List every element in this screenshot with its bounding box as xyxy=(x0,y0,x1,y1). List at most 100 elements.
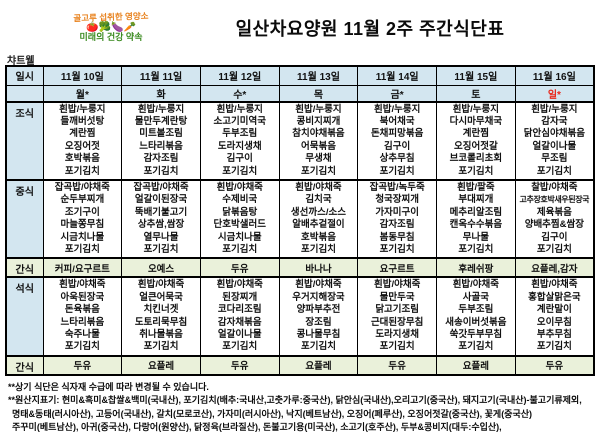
snack-cell-2-1: 오예스 xyxy=(121,257,201,278)
menu-item: 포기김치 xyxy=(458,341,494,353)
menu-cell-0-2: 흰밥/누룽지 소고기미역국 두부조림 도라지생채 김구이 포기김치 xyxy=(199,100,280,181)
menu-item: 부추무침 xyxy=(536,329,572,340)
menu-item: 조기구이 xyxy=(64,206,100,218)
menu-item: 감자조림 xyxy=(143,153,179,165)
menu-item: 흰밥/팥죽 xyxy=(457,181,495,193)
menu-item: 흰밥/누룽지 xyxy=(216,103,263,115)
menu-cell-3-0: 흰밥/야채죽 아욱된장국 돈육볶음 느타리볶음 숙주나물 포기김치 xyxy=(42,276,123,357)
menu-item: 흰밥/야채죽 xyxy=(452,279,500,291)
footnote-change-notice: **상기 식단은 식자재 수급에 따라 변경될 수 있습니다. xyxy=(8,381,209,392)
menu-cell-1-6: 찰밥/야채죽 고추장호박새우된장국 제육볶음 양배추찜&쌈장 김구이 포기김치 xyxy=(514,178,595,259)
menu-item: 뚝배기불고기 xyxy=(134,206,188,218)
date-header-5: 11월 15일 xyxy=(436,65,516,86)
logo-slogan-bottom: 미래의 건강 약속 xyxy=(79,32,143,43)
menu-item: 어묵볶음 xyxy=(300,140,336,152)
menu-cell-0-4: 흰밥/누룽지 북어채국 돈채피망볶음 김구이 상추무침 포기김치 xyxy=(357,100,438,181)
menu-item: 메추리알조림 xyxy=(449,206,503,218)
menu-item: 감자조림 xyxy=(379,219,415,231)
menu-item: 두부조림 xyxy=(458,304,494,316)
menu-item: 포기김치 xyxy=(143,243,179,255)
menu-cell-3-2: 흰밥/야채죽 된장찌개 코다리조림 감자채볶음 얼갈이나물 포기김치 xyxy=(199,276,280,357)
day-header-5: 토 xyxy=(436,84,516,102)
menu-item: 양배추찜&쌈장 xyxy=(524,219,585,231)
day-header-0: 월* xyxy=(42,84,123,102)
day-header-2: 수* xyxy=(199,84,280,102)
menu-item: 포기김치 xyxy=(143,341,179,353)
menu-item: 얼큰어묵국 xyxy=(139,291,183,303)
footnote-origin-2: 명태&동태(러시아산), 고등어(국내산), 갈치(모로코산), 가자미(러시아… xyxy=(12,408,533,419)
menu-item: 제육볶음 xyxy=(536,206,572,218)
menu-cell-0-3: 흰밥/누룽지 콩비지찌개 참치야채볶음 어묵볶음 무생채 포기김치 xyxy=(278,100,359,181)
brand-label: 챠트웰 xyxy=(7,56,35,67)
menu-item: 감자국 xyxy=(541,115,568,127)
snack-cell-2-4: 요구르트 xyxy=(357,257,438,278)
footnotes: **상기 식단은 식자재 수급에 따라 변경될 수 있습니다. **원산지표기:… xyxy=(0,376,600,435)
snack-cell-4-5: 요플레 xyxy=(436,354,516,376)
menu-item: 포기김치 xyxy=(536,243,572,255)
snack-cell-4-4: 두유 xyxy=(357,354,438,376)
snack-cell-4-3: 요플레 xyxy=(278,354,359,376)
section-row-간식-4: 간식 두유 요플레 두유 요플레 두유 요플레 두유 xyxy=(5,354,595,376)
menu-item: 흰밥/야채죽 xyxy=(373,279,421,291)
menu-item: 돈채피망볶음 xyxy=(370,128,424,140)
menu-item: 포기김치 xyxy=(536,165,572,177)
footnote-origin-1: **원산지표기: 현미&흑미&찹쌀&백미(국내산), 포기김치(배추:국내산,고… xyxy=(8,395,582,406)
menu-item: 생선까스/소스 xyxy=(290,206,346,218)
menu-item: 북어채국 xyxy=(379,115,415,127)
menu-cell-0-6: 흰밥/누룽지 감자국 닭안심야채볶음 얼갈이나물 무조림 포기김치 xyxy=(514,100,595,181)
menu-item: 포기김치 xyxy=(64,243,100,255)
section-label-4: 간식 xyxy=(5,354,44,376)
menu-item: 물만두계란탕 xyxy=(134,115,188,127)
menu-item: 아욱된장국 xyxy=(60,291,105,303)
menu-item: 우거지해장국 xyxy=(292,291,345,303)
menu-item: 물만두국 xyxy=(379,291,415,303)
menu-item: 다시마무채국 xyxy=(449,115,503,127)
menu-item: 근대된장무침 xyxy=(370,316,424,328)
menu-cell-1-2: 흰밥/야채죽 수제비국 닭볶음탕 단호박샐러드 시금치나물 포기김치 xyxy=(199,178,280,259)
menu-item: 닭볶음탕 xyxy=(222,206,258,218)
menu-cell-0-0: 흰밥/누룽지 들깨버섯탕 계란찜 오징어젓 호박볶음 포기김치 xyxy=(42,100,123,181)
menu-item: 포기김치 xyxy=(300,341,336,353)
menu-cell-1-3: 흰밥/야채죽 김치국 생선까스/소스 알배추겉절이 호박볶음 포기김치 xyxy=(278,178,359,259)
menu-item: 열무나물 xyxy=(143,231,179,243)
menu-item: 콩나물무침 xyxy=(296,329,341,340)
menu-item: 포기김치 xyxy=(379,165,415,177)
menu-item: 상추무침 xyxy=(379,153,415,165)
menu-item: 오징어젓 xyxy=(64,140,100,152)
menu-item: 호박볶음 xyxy=(300,231,336,243)
menu-item: 사골국 xyxy=(462,291,489,303)
menu-item: 흰밥/야채죽 xyxy=(137,279,185,291)
menu-item: 얼갈이나물 xyxy=(532,140,577,152)
menu-item: 두부조림 xyxy=(222,128,258,140)
menu-item: 홍합살맑은국 xyxy=(528,291,581,303)
snack-cell-2-6: 요플레,감자 xyxy=(514,257,595,278)
menu-item: 흰밥/누룽지 xyxy=(373,103,421,115)
menu-item: 시금치나물 xyxy=(60,231,105,243)
menu-item: 느타리볶음 xyxy=(139,140,183,152)
corner-empty xyxy=(5,84,44,102)
menu-item: 들깨버섯탕 xyxy=(60,115,105,127)
menu-cell-0-5: 흰밥/누룽지 다시마무채국 계란찜 오징어젓갈 브코롤리초회 포기김치 xyxy=(436,100,516,181)
section-row-석식-3: 석식 흰밥/야채죽 아욱된장국 돈육볶음 느타리볶음 숙주나물 포기김치 흰밥/야채죽 얼큰어묵… xyxy=(5,276,595,357)
section-label-0: 조식 xyxy=(5,100,44,181)
menu-item: 청국장찌개 xyxy=(375,194,420,206)
section-label-3: 석식 xyxy=(5,276,44,357)
menu-item: 흰밥/누룽지 xyxy=(295,103,342,115)
menu-cell-0-1: 흰밥/누룽지 물만두계란탕 미트볼조림 느타리볶음 감자조림 포기김치 xyxy=(121,100,201,181)
menu-item: 김구이 xyxy=(384,140,411,152)
menu-item: 돈육볶음 xyxy=(64,304,100,316)
menu-item: 순두부찌개 xyxy=(60,194,105,206)
snack-cell-2-5: 후레쉬팡 xyxy=(436,257,516,278)
day-header-6: 일* xyxy=(514,84,595,102)
menu-item: 계란찜 xyxy=(69,128,96,140)
menu-item: 포기김치 xyxy=(300,165,336,177)
menu-item: 상추쌈,쌈장 xyxy=(137,219,185,231)
menu-item: 포기김치 xyxy=(222,341,258,353)
menu-item: 포기김치 xyxy=(458,165,494,177)
menu-item: 양파부추전 xyxy=(296,304,341,316)
menu-item: 취나물볶음 xyxy=(139,329,183,340)
menu-item: 김구이 xyxy=(226,153,253,165)
menu-item: 흰밥/누룽지 xyxy=(137,103,185,115)
menu-item: 시금치나물 xyxy=(217,231,262,243)
menu-item: 쑥갓두부무침 xyxy=(449,329,503,340)
